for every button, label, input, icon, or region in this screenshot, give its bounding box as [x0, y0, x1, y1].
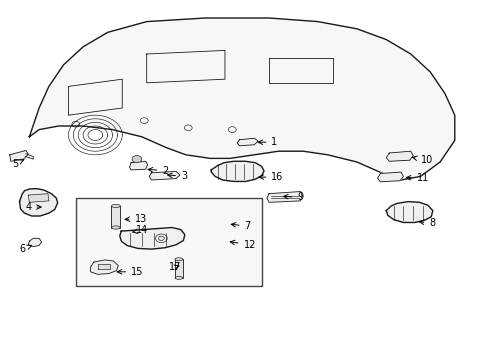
Polygon shape — [90, 260, 118, 274]
Text: 3: 3 — [167, 171, 187, 181]
Text: 4: 4 — [25, 202, 41, 212]
Text: 2: 2 — [148, 166, 168, 176]
Polygon shape — [29, 18, 454, 180]
Polygon shape — [211, 161, 264, 181]
Polygon shape — [237, 138, 258, 146]
Text: 16: 16 — [259, 172, 283, 182]
Text: 14: 14 — [133, 225, 148, 235]
Circle shape — [207, 238, 215, 243]
Ellipse shape — [175, 276, 183, 279]
Polygon shape — [20, 189, 58, 216]
Polygon shape — [206, 218, 228, 228]
Circle shape — [132, 156, 142, 163]
Polygon shape — [10, 150, 28, 161]
Circle shape — [215, 218, 222, 223]
Text: 1: 1 — [258, 137, 277, 147]
Text: 5: 5 — [12, 159, 24, 169]
Text: 17: 17 — [168, 262, 181, 272]
Polygon shape — [386, 151, 412, 161]
Text: 7: 7 — [231, 221, 250, 231]
Text: 15: 15 — [117, 267, 143, 277]
Text: 6: 6 — [20, 244, 32, 254]
Bar — [76, 198, 261, 286]
Polygon shape — [28, 238, 41, 247]
Ellipse shape — [111, 226, 120, 229]
Polygon shape — [266, 192, 302, 202]
Polygon shape — [386, 202, 432, 222]
Text: 13: 13 — [125, 213, 146, 224]
Bar — [111, 206, 120, 228]
Text: 9: 9 — [283, 192, 303, 202]
Bar — [175, 259, 183, 278]
Ellipse shape — [175, 258, 183, 261]
Polygon shape — [377, 172, 403, 182]
Text: 10: 10 — [412, 155, 432, 165]
Text: 8: 8 — [419, 218, 435, 228]
Polygon shape — [129, 161, 147, 170]
Polygon shape — [194, 235, 229, 246]
Polygon shape — [28, 194, 49, 202]
Text: 11: 11 — [406, 173, 428, 183]
Polygon shape — [120, 228, 184, 249]
Text: 12: 12 — [230, 240, 255, 250]
Polygon shape — [98, 264, 110, 269]
Ellipse shape — [111, 204, 120, 207]
Polygon shape — [149, 171, 180, 180]
